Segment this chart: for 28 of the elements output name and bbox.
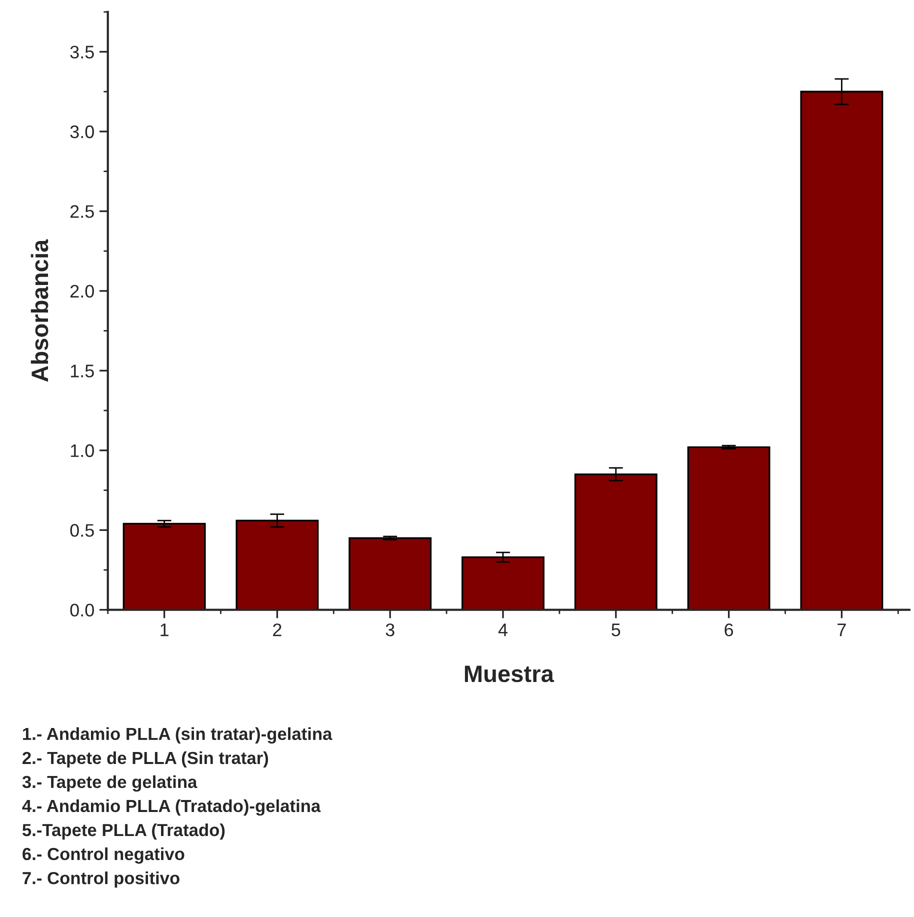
x-tick-label: 3 xyxy=(386,623,394,636)
text: 7.- Control positivo xyxy=(22,871,180,888)
bar xyxy=(348,537,432,610)
text: 6.- Control negativo xyxy=(22,847,184,864)
y-tick-label: 2.0 xyxy=(70,284,94,298)
x-axis-title: Muestra xyxy=(464,666,554,682)
y-axis-title: Absorbancia xyxy=(30,239,48,382)
x-tick-label: 2 xyxy=(273,623,282,636)
x-tick-label: 6 xyxy=(724,623,734,636)
text: 5.-Tapete PLLA (Tratado) xyxy=(22,823,225,840)
bar xyxy=(122,522,206,610)
y-tick-label: 3.0 xyxy=(70,125,94,138)
text: 4.- Andamio PLLA (Tratado)-gelatina xyxy=(22,799,321,816)
text: 3.- Tapete de gelatina xyxy=(22,775,198,792)
y-tick-label: 0.0 xyxy=(70,604,94,617)
x-tick-label: 5 xyxy=(612,624,620,636)
text: 1.- Andamio PLLA (sin tratar)-gelatina xyxy=(23,727,332,744)
bar xyxy=(687,446,770,610)
y-tick-label: 0.5 xyxy=(70,524,94,537)
x-tick-label: 4 xyxy=(498,624,508,636)
y-tick-label: 1.5 xyxy=(70,364,94,378)
y-tick-label: 1.0 xyxy=(70,444,94,458)
text: 2.- Tapete de PLLA (Sin tratar) xyxy=(22,751,268,768)
bar xyxy=(462,556,544,610)
x-tick-label: 1 xyxy=(160,624,168,636)
y-tick-label: 2.5 xyxy=(70,205,94,218)
y-tick-label: 3.5 xyxy=(70,46,94,58)
x-tick-label: 7 xyxy=(838,624,846,636)
